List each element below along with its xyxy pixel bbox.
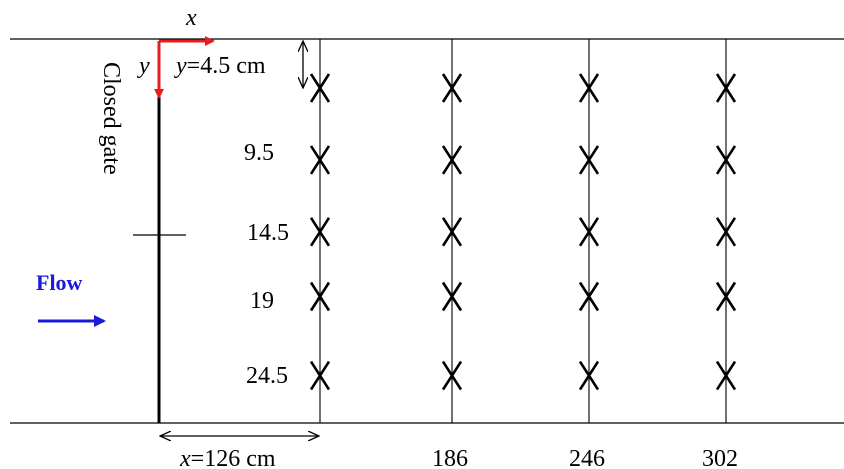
marker-x246-y9-5 xyxy=(578,145,600,175)
x-label-246: 246 xyxy=(569,446,605,469)
marker-x302-y9-5 xyxy=(715,145,737,175)
marker-x186-y4-5 xyxy=(441,73,463,103)
y-first-dimension-label: y=4.5 cm xyxy=(174,53,266,79)
flow-label: Flow xyxy=(36,270,83,295)
y-first-var: y xyxy=(174,53,187,79)
marker-x246-y14-5 xyxy=(578,217,600,247)
marker-x302-y4-5 xyxy=(715,73,737,103)
y-label-19: 19 xyxy=(250,288,274,314)
y-label-24-5: 24.5 xyxy=(246,363,288,389)
marker-x186-y19 xyxy=(441,281,463,312)
marker-x246-y4-5 xyxy=(578,73,600,103)
x-axis-label: x xyxy=(185,5,197,31)
marker-x126-y19 xyxy=(309,281,331,312)
marker-x126-y14-5 xyxy=(309,217,331,247)
marker-x186-y14-5 xyxy=(441,217,463,247)
y-first-rest: =4.5 cm xyxy=(187,53,266,79)
station-lines xyxy=(319,39,727,423)
x-first-rest: =126 cm xyxy=(191,446,276,469)
x-label-186: 186 xyxy=(432,446,468,469)
measurement-markers xyxy=(309,73,737,391)
y-label-14-5: 14.5 xyxy=(247,220,289,246)
x-first-dimension-label: x=126 cm xyxy=(179,446,276,469)
marker-x126-y4-5 xyxy=(309,73,331,103)
marker-x302-y19 xyxy=(715,281,737,312)
x-label-302: 302 xyxy=(702,446,738,469)
marker-x186-y24-5 xyxy=(441,360,463,391)
y-label-9-5: 9.5 xyxy=(244,140,274,166)
marker-x246-y24-5 xyxy=(578,360,600,391)
marker-x126-y24-5 xyxy=(309,360,331,391)
marker-x302-y14-5 xyxy=(715,217,737,247)
marker-x186-y9-5 xyxy=(441,145,463,175)
closed-gate-label: Closed gate xyxy=(98,62,124,175)
x-first-var: x xyxy=(179,446,191,469)
marker-x246-y19 xyxy=(578,281,600,312)
marker-x302-y24-5 xyxy=(715,360,737,391)
y-axis-label: y xyxy=(137,53,150,79)
marker-x126-y9-5 xyxy=(309,145,331,175)
